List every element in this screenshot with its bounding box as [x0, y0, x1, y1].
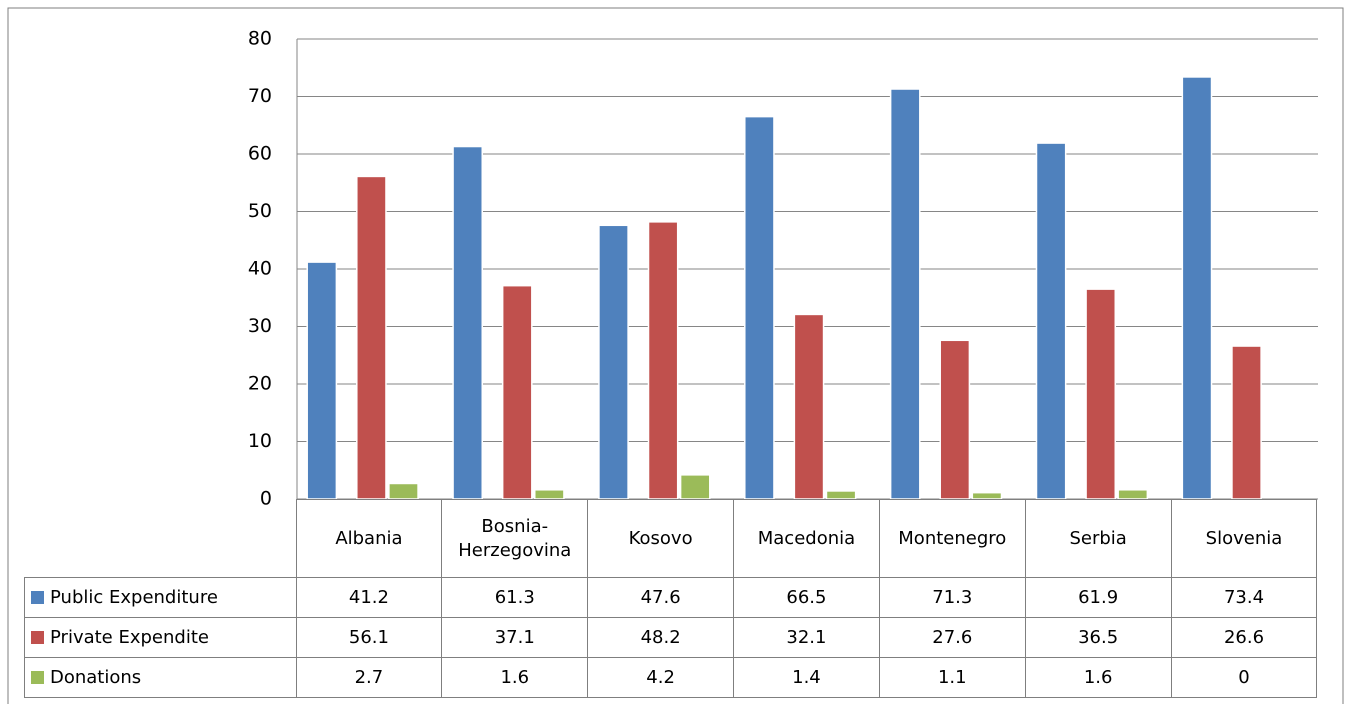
bar	[971, 491, 1003, 500]
bar	[793, 313, 825, 500]
bar	[939, 339, 971, 500]
data-table: Albania Bosnia-Herzegovina Kosovo Macedonia…	[24, 499, 1318, 698]
x-tick-label: Serbia	[1024, 499, 1172, 578]
bar	[1085, 288, 1117, 500]
legend-entry: Private Expendite	[24, 617, 297, 658]
bar	[306, 261, 338, 500]
bar	[388, 482, 419, 500]
y-tick-label: 80	[248, 28, 272, 50]
table-header-row: Albania Bosnia-Herzegovina Kosovo Macedonia…	[24, 499, 1318, 578]
x-tick-label: Montenegro	[878, 499, 1026, 578]
data-label: 4.2	[587, 657, 735, 698]
table-row: Public Expenditure 41.2 61.3 47.6 66.5 71.3 61…	[24, 577, 1318, 618]
x-tick-label: Albania	[295, 499, 443, 578]
data-label: 26.6	[1170, 617, 1318, 658]
data-label: 61.9	[1024, 577, 1172, 618]
y-tick-label: 10	[248, 430, 272, 452]
legend-entry: Donations	[24, 657, 297, 698]
table-row: Donations 2.7 1.6 4.2 1.4 1.1 1.6 0	[24, 657, 1318, 698]
y-tick-label: 70	[248, 85, 272, 107]
data-label: 27.6	[878, 617, 1026, 658]
bar	[889, 88, 921, 500]
legend-swatch	[31, 631, 44, 644]
data-label: 41.2	[295, 577, 443, 618]
chart-border	[7, 7, 1344, 704]
table-row: Private Expendite 56.1 37.1 48.2 32.1 27.6 36.…	[24, 617, 1318, 658]
data-label: 32.1	[733, 617, 880, 658]
legend-entry: Public Expenditure	[24, 577, 297, 618]
y-tick-label: 40	[248, 258, 272, 280]
data-label: 48.2	[587, 617, 735, 658]
bar	[744, 115, 775, 500]
data-label: 71.3	[878, 577, 1026, 618]
legend-label: Donations	[50, 667, 142, 688]
legend-label: Private Expendite	[50, 627, 209, 648]
bar	[1181, 76, 1213, 500]
data-label: 1.6	[1024, 657, 1172, 698]
bar	[452, 145, 483, 500]
bar	[356, 175, 387, 500]
data-label: 47.6	[587, 577, 735, 618]
data-label: 37.1	[441, 617, 589, 658]
y-tick-label: 30	[248, 315, 272, 337]
data-label: 0	[1170, 657, 1318, 698]
data-label: 1.1	[878, 657, 1026, 698]
x-tick-label: Bosnia-Herzegovina	[441, 499, 589, 578]
data-label: 61.3	[441, 577, 589, 618]
data-label: 1.4	[733, 657, 880, 698]
y-tick-label: 60	[248, 143, 272, 165]
data-label: 73.4	[1170, 577, 1318, 618]
bar	[501, 284, 533, 500]
bar	[825, 490, 857, 500]
legend-swatch	[31, 591, 44, 604]
data-label: 56.1	[295, 617, 443, 658]
data-label: 36.5	[1024, 617, 1172, 658]
bar	[679, 474, 711, 500]
y-tick-label: 50	[248, 200, 272, 222]
bar	[1117, 489, 1149, 500]
legend-label: Public Expenditure	[50, 587, 218, 608]
bar	[1231, 345, 1262, 500]
x-tick-label: Kosovo	[587, 499, 735, 578]
legend-swatch	[31, 671, 44, 684]
bar	[1035, 142, 1067, 500]
x-tick-label: Slovenia	[1170, 499, 1318, 578]
bar	[598, 224, 629, 500]
data-label: 66.5	[733, 577, 880, 618]
x-tick-label: Macedonia	[733, 499, 880, 578]
bar	[533, 489, 565, 500]
data-label: 2.7	[295, 657, 443, 698]
table-corner	[24, 499, 297, 578]
y-tick-label: 20	[248, 373, 272, 395]
data-label: 1.6	[441, 657, 589, 698]
bar	[647, 221, 679, 500]
